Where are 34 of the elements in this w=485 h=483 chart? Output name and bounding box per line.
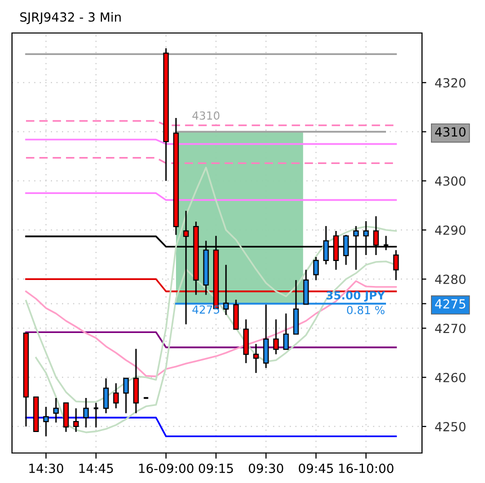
candlestick bbox=[123, 378, 129, 414]
ref-line-label: 4310 bbox=[192, 111, 220, 120]
x-tick-label: 16-10:00 bbox=[339, 464, 394, 474]
candlestick bbox=[393, 249, 399, 281]
candlestick bbox=[313, 256, 319, 281]
candlestick bbox=[53, 397, 59, 424]
chart-title: SJRJ9432 - 3 Min bbox=[20, 12, 121, 24]
candlestick bbox=[273, 318, 279, 355]
annotation: 0.81 % bbox=[347, 306, 384, 314]
x-tick-label: 14:45 bbox=[79, 464, 113, 474]
y-tick-label: 4270 bbox=[435, 324, 466, 334]
y-tick-label: 4250 bbox=[435, 422, 466, 432]
candlestick bbox=[73, 408, 79, 433]
candlestick bbox=[283, 312, 289, 350]
ref-line-label: 4275 bbox=[192, 305, 220, 314]
x-tick-label: 09:45 bbox=[298, 464, 333, 474]
candlestick bbox=[113, 382, 119, 409]
annotation: 35.00 JPY bbox=[326, 291, 386, 302]
candlestick bbox=[43, 406, 49, 437]
candlestick bbox=[103, 378, 109, 414]
y-tick-label: 4310 bbox=[435, 127, 466, 137]
x-tick-label: 14:30 bbox=[29, 464, 64, 474]
x-tick-label: 09:15 bbox=[198, 464, 233, 474]
y-tick-label: 4260 bbox=[435, 372, 466, 382]
line-series bbox=[25, 280, 397, 378]
candlestick bbox=[253, 343, 259, 374]
y-tick-label: 4290 bbox=[435, 225, 466, 235]
x-tick-label: 09:30 bbox=[248, 464, 284, 474]
y-tick-label: 4320 bbox=[435, 78, 466, 88]
y-tick-label: 4275 bbox=[435, 299, 466, 309]
x-tick-label: 16-09:00 bbox=[139, 464, 194, 474]
candlestick bbox=[83, 397, 89, 428]
y-tick-label: 4300 bbox=[435, 176, 466, 186]
y-tick-label: 4280 bbox=[435, 274, 466, 284]
